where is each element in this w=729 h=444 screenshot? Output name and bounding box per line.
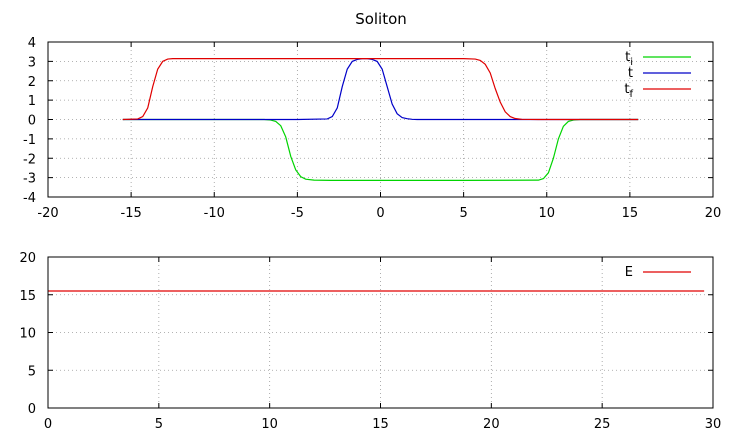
legend-label: tf bbox=[624, 82, 633, 100]
x-tick-label: 5 bbox=[459, 206, 467, 221]
x-tick-label: -5 bbox=[291, 206, 304, 221]
x-tick-label: 20 bbox=[483, 417, 500, 432]
legend-label-subscript: f bbox=[629, 89, 633, 100]
series-line-t-i bbox=[122, 118, 639, 181]
legend-label: E bbox=[625, 265, 633, 280]
y-tick-label: 0 bbox=[28, 402, 36, 417]
x-tick-label: 30 bbox=[705, 417, 722, 432]
plot-frame bbox=[47, 41, 714, 198]
y-tick-label: 2 bbox=[28, 75, 36, 90]
x-tick-label: 15 bbox=[622, 206, 639, 221]
x-tick-label: 15 bbox=[372, 417, 389, 432]
x-tick-label: 10 bbox=[538, 206, 555, 221]
y-tick-label: 5 bbox=[28, 364, 36, 379]
x-tick-label: -20 bbox=[37, 206, 58, 221]
y-tick-label: 3 bbox=[28, 55, 36, 70]
y-tick-label: -3 bbox=[23, 172, 36, 187]
y-tick-label: -1 bbox=[23, 133, 36, 148]
x-tick-label: -10 bbox=[204, 206, 225, 221]
x-tick-label: 0 bbox=[376, 206, 384, 221]
y-tick-label: 20 bbox=[19, 251, 36, 266]
legend-label-name: t bbox=[625, 50, 630, 65]
legend-label-name: t bbox=[628, 66, 633, 81]
legend-label: ti bbox=[625, 50, 633, 68]
x-tick-label: 25 bbox=[594, 417, 611, 432]
x-tick-label: 5 bbox=[155, 417, 163, 432]
y-tick-label: -2 bbox=[23, 152, 36, 167]
x-tick-label: 0 bbox=[44, 417, 52, 432]
chart-panel-energy: 0 5 10 15 20 25 30 0 5 10 15 20 E bbox=[19, 251, 721, 432]
x-tick-label: 20 bbox=[705, 206, 722, 221]
legend-label-subscript: i bbox=[630, 57, 633, 68]
x-tick-label: -15 bbox=[121, 206, 142, 221]
legend-label-name: t bbox=[624, 82, 629, 97]
y-tick-label: 15 bbox=[19, 289, 36, 304]
y-tick-label: 1 bbox=[28, 94, 36, 109]
y-tick-label: 10 bbox=[19, 327, 36, 342]
y-tick-label: 0 bbox=[28, 114, 36, 129]
y-tick-label: -4 bbox=[23, 191, 36, 206]
figure-title: Soliton bbox=[355, 10, 407, 28]
x-tick-label: 10 bbox=[261, 417, 278, 432]
series-line-t-f bbox=[122, 58, 639, 121]
plot-frame bbox=[47, 256, 714, 409]
legend-label-name: E bbox=[625, 265, 633, 280]
y-tick-label: 4 bbox=[28, 36, 36, 51]
series-line-t bbox=[122, 58, 639, 121]
legend-label: t bbox=[628, 66, 633, 81]
